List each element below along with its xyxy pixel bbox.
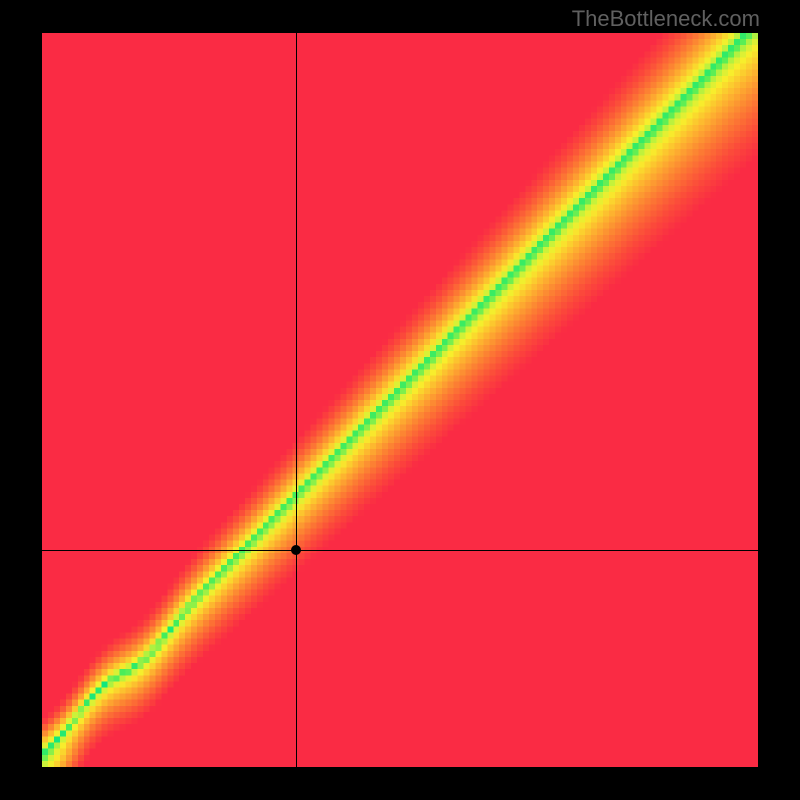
crosshair-horizontal	[42, 550, 758, 551]
crosshair-vertical	[296, 33, 297, 767]
watermark-text: TheBottleneck.com	[572, 6, 760, 32]
chart-container: TheBottleneck.com	[0, 0, 800, 800]
bottleneck-heatmap	[42, 33, 758, 767]
